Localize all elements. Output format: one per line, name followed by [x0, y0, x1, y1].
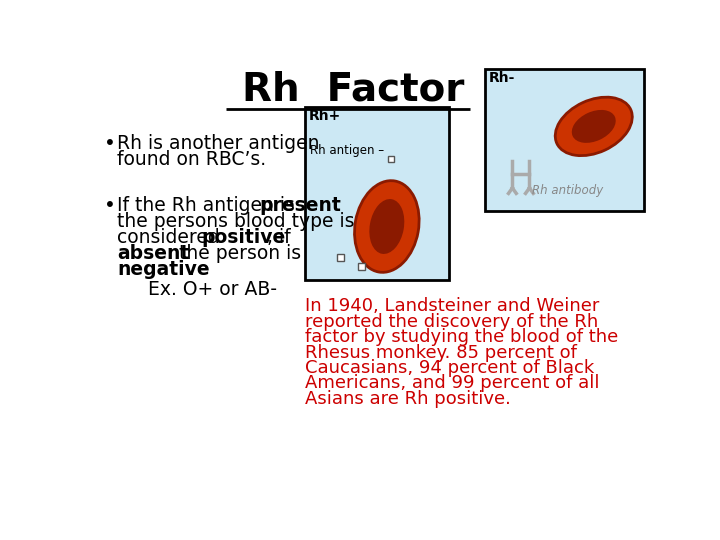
Text: negative: negative [117, 260, 210, 279]
Text: Rh is another antigen: Rh is another antigen [117, 134, 320, 153]
Text: Americans, and 99 percent of all: Americans, and 99 percent of all [305, 374, 600, 393]
Text: , if: , if [266, 228, 290, 247]
Text: •: • [104, 134, 116, 153]
Text: factor by studying the blood of the: factor by studying the blood of the [305, 328, 618, 346]
Ellipse shape [369, 199, 405, 254]
Bar [305, 107, 449, 280]
Text: positive: positive [202, 228, 286, 247]
Bar [337, 254, 344, 261]
Text: .: . [189, 260, 195, 279]
Text: found on RBC’s.: found on RBC’s. [117, 150, 266, 169]
Bar [358, 263, 365, 270]
Text: If the Rh antigen is: If the Rh antigen is [117, 195, 301, 215]
Ellipse shape [555, 97, 632, 156]
Text: Rh+: Rh+ [309, 110, 341, 124]
Text: •: • [104, 195, 116, 215]
Text: In 1940, Landsteiner and Weiner: In 1940, Landsteiner and Weiner [305, 298, 600, 315]
Text: Rh antigen –: Rh antigen – [310, 144, 384, 157]
Text: absent: absent [117, 244, 189, 263]
Ellipse shape [354, 181, 419, 272]
Bar [387, 156, 394, 162]
Text: Caucasians, 94 percent of Black: Caucasians, 94 percent of Black [305, 359, 595, 377]
Text: reported the discovery of the Rh: reported the discovery of the Rh [305, 313, 599, 330]
Text: Asians are Rh positive.: Asians are Rh positive. [305, 390, 511, 408]
Text: the persons blood type is: the persons blood type is [117, 212, 355, 231]
Bar [485, 69, 644, 211]
Text: considered: considered [117, 228, 226, 247]
Text: Ex. O+ or AB-: Ex. O+ or AB- [148, 280, 277, 299]
Text: the person is: the person is [173, 244, 301, 263]
Text: Rh antibody: Rh antibody [532, 184, 603, 197]
Text: Rhesus monkey. 85 percent of: Rhesus monkey. 85 percent of [305, 343, 577, 362]
Text: Rh  Factor: Rh Factor [243, 71, 464, 109]
Ellipse shape [572, 110, 616, 143]
Text: present: present [260, 195, 341, 215]
Text: Rh-: Rh- [488, 71, 515, 85]
